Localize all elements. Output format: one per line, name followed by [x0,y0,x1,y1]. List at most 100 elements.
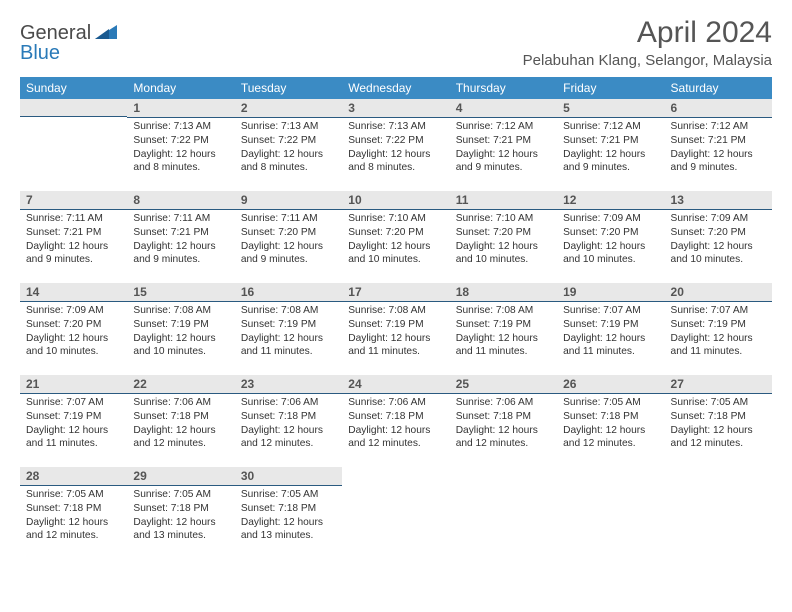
calendar-cell: 1Sunrise: 7:13 AMSunset: 7:22 PMDaylight… [127,99,234,191]
daylight-text: Daylight: 12 hours and 10 minutes. [348,240,443,268]
calendar-cell [450,467,557,559]
day-number: 12 [557,191,664,210]
day-number: 10 [342,191,449,210]
day-content: Sunrise: 7:12 AMSunset: 7:21 PMDaylight:… [450,118,557,179]
daylight-text: Daylight: 12 hours and 12 minutes. [133,424,228,452]
calendar-row: 1Sunrise: 7:13 AMSunset: 7:22 PMDaylight… [20,99,772,191]
day-content: Sunrise: 7:08 AMSunset: 7:19 PMDaylight:… [450,302,557,363]
day-number: 27 [665,375,772,394]
day-content: Sunrise: 7:10 AMSunset: 7:20 PMDaylight:… [450,210,557,271]
sunset-text: Sunset: 7:18 PM [26,502,121,516]
calendar-cell: 24Sunrise: 7:06 AMSunset: 7:18 PMDayligh… [342,375,449,467]
calendar-cell [20,99,127,191]
sunrise-text: Sunrise: 7:09 AM [563,212,658,226]
sunset-text: Sunset: 7:19 PM [456,318,551,332]
sunrise-text: Sunrise: 7:05 AM [26,488,121,502]
calendar-cell: 13Sunrise: 7:09 AMSunset: 7:20 PMDayligh… [665,191,772,283]
sunset-text: Sunset: 7:18 PM [241,410,336,424]
day-number: 14 [20,283,127,302]
location-label: Pelabuhan Klang, Selangor, Malaysia [523,52,772,69]
day-number: 17 [342,283,449,302]
day-number: 29 [127,467,234,486]
calendar-cell [665,467,772,559]
sunrise-text: Sunrise: 7:12 AM [456,120,551,134]
sunrise-text: Sunrise: 7:13 AM [348,120,443,134]
sunset-text: Sunset: 7:18 PM [133,410,228,424]
calendar-cell: 5Sunrise: 7:12 AMSunset: 7:21 PMDaylight… [557,99,664,191]
calendar-cell: 27Sunrise: 7:05 AMSunset: 7:18 PMDayligh… [665,375,772,467]
daylight-text: Daylight: 12 hours and 8 minutes. [133,148,228,176]
calendar-table: Sunday Monday Tuesday Wednesday Thursday… [20,77,772,559]
daylight-text: Daylight: 12 hours and 13 minutes. [133,516,228,544]
sunset-text: Sunset: 7:18 PM [456,410,551,424]
sunset-text: Sunset: 7:19 PM [241,318,336,332]
calendar-row: 14Sunrise: 7:09 AMSunset: 7:20 PMDayligh… [20,283,772,375]
day-content: Sunrise: 7:08 AMSunset: 7:19 PMDaylight:… [235,302,342,363]
daylight-text: Daylight: 12 hours and 11 minutes. [348,332,443,360]
day-number: 3 [342,99,449,118]
day-number: 22 [127,375,234,394]
day-content: Sunrise: 7:06 AMSunset: 7:18 PMDaylight:… [235,394,342,455]
calendar-cell: 19Sunrise: 7:07 AMSunset: 7:19 PMDayligh… [557,283,664,375]
sunset-text: Sunset: 7:19 PM [671,318,766,332]
sunset-text: Sunset: 7:21 PM [133,226,228,240]
calendar-cell: 16Sunrise: 7:08 AMSunset: 7:19 PMDayligh… [235,283,342,375]
logo-triangle-icon [95,23,117,44]
day-number: 21 [20,375,127,394]
day-content: Sunrise: 7:07 AMSunset: 7:19 PMDaylight:… [665,302,772,363]
day-content: Sunrise: 7:05 AMSunset: 7:18 PMDaylight:… [20,486,127,547]
daylight-text: Daylight: 12 hours and 11 minutes. [241,332,336,360]
sunrise-text: Sunrise: 7:11 AM [26,212,121,226]
calendar-cell: 20Sunrise: 7:07 AMSunset: 7:19 PMDayligh… [665,283,772,375]
sunrise-text: Sunrise: 7:05 AM [241,488,336,502]
daylight-text: Daylight: 12 hours and 10 minutes. [671,240,766,268]
daylight-text: Daylight: 12 hours and 11 minutes. [456,332,551,360]
calendar-cell: 22Sunrise: 7:06 AMSunset: 7:18 PMDayligh… [127,375,234,467]
day-content: Sunrise: 7:08 AMSunset: 7:19 PMDaylight:… [127,302,234,363]
day-content: Sunrise: 7:06 AMSunset: 7:18 PMDaylight:… [342,394,449,455]
sunrise-text: Sunrise: 7:07 AM [26,396,121,410]
sunset-text: Sunset: 7:18 PM [348,410,443,424]
sunrise-text: Sunrise: 7:06 AM [348,396,443,410]
day-header: Tuesday [235,77,342,99]
sunrise-text: Sunrise: 7:08 AM [348,304,443,318]
calendar-cell: 29Sunrise: 7:05 AMSunset: 7:18 PMDayligh… [127,467,234,559]
sunrise-text: Sunrise: 7:07 AM [671,304,766,318]
calendar-cell: 4Sunrise: 7:12 AMSunset: 7:21 PMDaylight… [450,99,557,191]
daylight-text: Daylight: 12 hours and 10 minutes. [456,240,551,268]
sunrise-text: Sunrise: 7:10 AM [348,212,443,226]
sunrise-text: Sunrise: 7:06 AM [241,396,336,410]
daylight-text: Daylight: 12 hours and 10 minutes. [26,332,121,360]
day-content: Sunrise: 7:13 AMSunset: 7:22 PMDaylight:… [342,118,449,179]
sunset-text: Sunset: 7:20 PM [241,226,336,240]
daylight-text: Daylight: 12 hours and 9 minutes. [671,148,766,176]
calendar-body: 1Sunrise: 7:13 AMSunset: 7:22 PMDaylight… [20,99,772,559]
calendar-cell [557,467,664,559]
day-number: 15 [127,283,234,302]
day-content: Sunrise: 7:13 AMSunset: 7:22 PMDaylight:… [127,118,234,179]
day-number: 18 [450,283,557,302]
month-title: April 2024 [523,16,772,50]
calendar-cell: 12Sunrise: 7:09 AMSunset: 7:20 PMDayligh… [557,191,664,283]
day-number: 7 [20,191,127,210]
sunset-text: Sunset: 7:20 PM [671,226,766,240]
day-header: Friday [557,77,664,99]
day-number: 8 [127,191,234,210]
empty-day [20,99,127,117]
logo-text-blue: Blue [20,42,60,64]
calendar-row: 7Sunrise: 7:11 AMSunset: 7:21 PMDaylight… [20,191,772,283]
sunset-text: Sunset: 7:21 PM [563,134,658,148]
day-number: 20 [665,283,772,302]
day-header: Sunday [20,77,127,99]
sunrise-text: Sunrise: 7:10 AM [456,212,551,226]
daylight-text: Daylight: 12 hours and 13 minutes. [241,516,336,544]
sunrise-text: Sunrise: 7:12 AM [563,120,658,134]
sunrise-text: Sunrise: 7:11 AM [133,212,228,226]
calendar-cell: 7Sunrise: 7:11 AMSunset: 7:21 PMDaylight… [20,191,127,283]
sunset-text: Sunset: 7:21 PM [26,226,121,240]
day-header-row: Sunday Monday Tuesday Wednesday Thursday… [20,77,772,99]
sunset-text: Sunset: 7:19 PM [26,410,121,424]
daylight-text: Daylight: 12 hours and 12 minutes. [671,424,766,452]
day-content: Sunrise: 7:05 AMSunset: 7:18 PMDaylight:… [665,394,772,455]
daylight-text: Daylight: 12 hours and 10 minutes. [133,332,228,360]
